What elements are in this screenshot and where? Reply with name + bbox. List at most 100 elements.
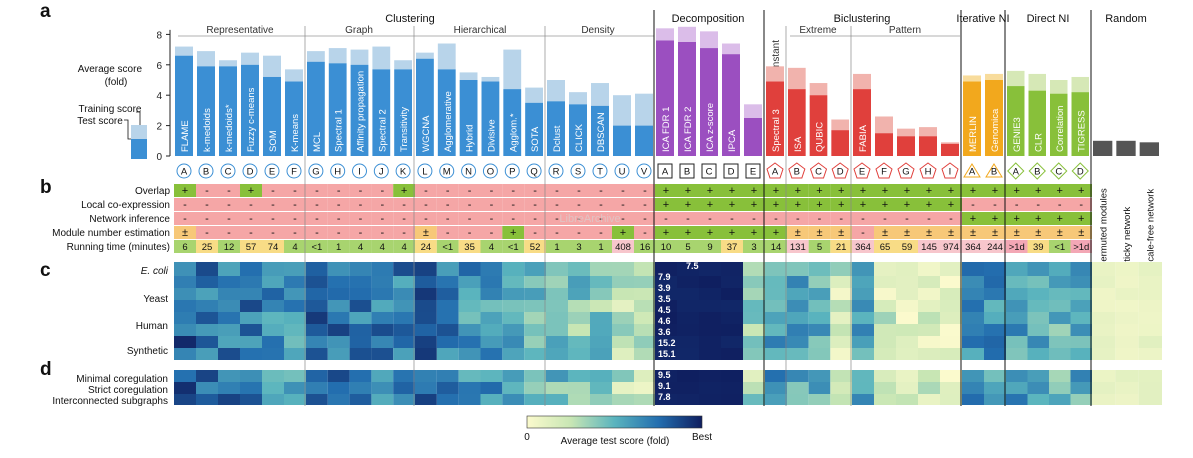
heatmap-cell [765, 276, 787, 288]
property-cell [480, 226, 503, 239]
property-value: <1 [311, 242, 322, 253]
property-label: Running time (minutes) [67, 242, 170, 253]
property-cell [349, 198, 372, 211]
heatmap-cell [262, 348, 284, 360]
heatmap-cell [677, 370, 699, 382]
heatmap-cell [1070, 370, 1092, 382]
heatmap-cell [830, 336, 852, 348]
heatmap-cell [1115, 336, 1139, 348]
property-value: + [838, 185, 844, 197]
heatmap-cell [262, 324, 284, 336]
heatmap-cell [787, 336, 809, 348]
property-value: + [904, 185, 910, 197]
property-value: - [533, 227, 537, 239]
letter-circle [330, 163, 346, 179]
bar-method-label: Dclust [552, 125, 563, 152]
property-cell [1070, 226, 1092, 239]
y-axis: 0 2 4 6 8 [156, 29, 171, 163]
heatmap-cell [524, 300, 546, 312]
property-value: - [337, 199, 341, 211]
property-value: 74 [268, 242, 279, 253]
property-cell [371, 240, 394, 253]
property-cell [1027, 198, 1049, 211]
heatmap-cell [371, 300, 394, 312]
property-value: + [685, 185, 691, 197]
heatmap-cell [677, 276, 699, 288]
heatmap-cell [546, 312, 568, 324]
property-value: - [643, 199, 647, 211]
property-cell [546, 212, 568, 225]
heatmap-cell [808, 394, 831, 405]
heatmap-cell [196, 336, 218, 348]
letter-circle [417, 163, 433, 179]
heatmap-cell [699, 336, 721, 348]
group-decomposition: Decomposition [672, 13, 745, 25]
heatmap-cell [262, 312, 284, 324]
property-cell [699, 226, 721, 239]
heatmap-cell [306, 348, 328, 360]
heatmap-cell [196, 276, 218, 288]
heatmap-cell [590, 382, 612, 394]
heatmap-cell [765, 288, 787, 300]
heatmap-cell [940, 324, 962, 336]
heatmap-cell [284, 312, 306, 324]
heatmap-cell [240, 262, 262, 276]
heatmap-cell [1138, 324, 1162, 336]
letter-square [679, 163, 695, 179]
heatmap-cell [940, 262, 962, 276]
heatmap-cell [918, 324, 940, 336]
heatmap-cell [1070, 382, 1092, 394]
heatmap-cell [808, 336, 831, 348]
heatmap-cell [546, 300, 568, 312]
method-letter: D [837, 167, 844, 178]
heatmap-cell [415, 262, 437, 276]
heatmap-cell [349, 394, 372, 405]
property-value: + [1014, 213, 1020, 225]
heatmap-cell [262, 382, 284, 394]
heatmap-cell [284, 288, 306, 300]
heatmap-row-label: Yeast [143, 294, 168, 305]
property-cell [1070, 240, 1092, 253]
bar-train [635, 93, 653, 126]
method-letter: B [794, 167, 800, 178]
property-cell [852, 212, 874, 225]
property-value: + [838, 199, 844, 211]
heatmap-cell [634, 288, 656, 300]
heatmap-cell [677, 300, 699, 312]
heatmap-cell [284, 382, 306, 394]
heatmap-cell [371, 370, 394, 382]
heatmap-cell [852, 312, 874, 324]
heatmap-cell [655, 300, 677, 312]
property-cell [940, 198, 962, 211]
bar-test [809, 95, 828, 156]
group-direct-ni: Direct NI [1027, 13, 1070, 25]
property-value: ± [1057, 227, 1063, 239]
heatmap-cell [634, 348, 656, 360]
bar-test [241, 64, 259, 156]
property-value: + [751, 185, 757, 197]
heatmap-cell [480, 382, 503, 394]
property-cell [634, 240, 656, 253]
y-tick-label: 8 [156, 30, 162, 41]
property-value: - [227, 199, 231, 211]
property-value: + [685, 227, 691, 239]
property-value: - [337, 185, 341, 197]
heatmap-cell [218, 276, 240, 288]
property-value: - [183, 199, 187, 211]
subgroup-label: Extreme [799, 25, 837, 36]
property-value: - [511, 199, 515, 211]
property-cell [284, 240, 306, 253]
property-value: - [227, 185, 231, 197]
bar-test [1139, 142, 1159, 156]
bar-train [459, 72, 478, 80]
heatmap-cell [896, 324, 918, 336]
bar-train [263, 55, 281, 77]
heatmap-cell [721, 394, 743, 405]
property-cell [677, 226, 699, 239]
letter-triangle [963, 163, 981, 178]
heatmap-cell [721, 300, 743, 312]
property-cell [1049, 212, 1071, 225]
property-value: + [816, 199, 822, 211]
property-value: + [1014, 185, 1020, 197]
property-cell [502, 184, 525, 197]
